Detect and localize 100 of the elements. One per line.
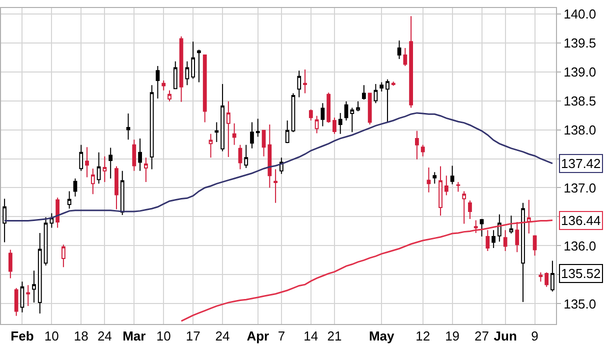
candlestick	[462, 190, 466, 224]
candlestick	[262, 130, 266, 157]
candlestick	[179, 36, 184, 102]
candlestick	[492, 230, 496, 249]
candlestick	[444, 175, 448, 196]
candlestick	[338, 112, 342, 134]
candlestick	[526, 199, 531, 234]
candlestick	[8, 249, 12, 279]
candlestick	[126, 113, 130, 140]
candlestick	[26, 284, 30, 307]
candlestick	[498, 214, 502, 242]
y-tick-label: 138.5	[564, 93, 596, 108]
candlestick	[191, 41, 196, 80]
candlestick	[374, 83, 378, 104]
y-tick-label: 139.0	[564, 64, 596, 80]
candlestick	[144, 157, 148, 182]
candlestick	[138, 138, 142, 172]
candlestick	[62, 244, 66, 268]
candlestick	[197, 49, 201, 83]
candlestick	[220, 83, 224, 152]
candlestick	[274, 168, 278, 204]
candlestick	[515, 221, 520, 253]
x-tick-label: 24	[97, 328, 112, 344]
candlestick	[208, 133, 213, 158]
line-series	[180, 219, 554, 322]
candlestick	[509, 215, 514, 234]
x-tick-label: May	[368, 328, 396, 344]
candlestick	[380, 82, 384, 92]
candlestick	[432, 172, 437, 184]
candlestick	[214, 122, 219, 142]
candlestick	[108, 147, 113, 179]
candlestick	[503, 230, 508, 252]
candlestick	[456, 181, 460, 192]
candlestick	[356, 100, 360, 112]
candlestick	[544, 272, 549, 288]
x-tick-label: 17	[186, 328, 200, 344]
candlestick	[285, 120, 290, 144]
candlestick	[326, 92, 331, 124]
candlestick	[438, 166, 442, 216]
x-tick-label: Jun	[494, 328, 517, 344]
text: 137.42	[561, 156, 601, 171]
x-tick-label: 7	[278, 328, 286, 344]
candlestick	[96, 152, 101, 184]
candlestick	[332, 117, 336, 134]
candlestick	[362, 84, 366, 100]
candlestick	[350, 107, 354, 133]
x-tick-label: 18	[74, 328, 88, 344]
candlestick	[468, 200, 472, 220]
candlestick	[185, 60, 190, 86]
candlestick	[314, 115, 319, 134]
candlestick	[14, 288, 18, 316]
candlestick	[386, 78, 390, 123]
candlestick	[102, 156, 107, 182]
candlestick	[532, 234, 537, 256]
text: 135.52	[561, 266, 601, 281]
candlestick	[38, 232, 42, 314]
candlestick	[521, 202, 525, 302]
y-tick-label: 138.0	[564, 122, 596, 138]
x-tick-label: 10	[44, 328, 59, 344]
candlestick	[79, 144, 84, 172]
candlestick	[120, 170, 124, 216]
candlestick	[344, 100, 348, 121]
candlestick	[450, 165, 454, 185]
line-series	[4, 112, 554, 222]
candlestick	[32, 270, 36, 304]
x-tick-label: Feb	[10, 328, 34, 344]
candlestick	[202, 54, 207, 123]
candlestick	[474, 220, 478, 234]
candlestick	[150, 84, 154, 170]
x-tick-label: 24	[215, 328, 230, 344]
candlestick	[426, 166, 431, 193]
candlestick	[232, 122, 236, 146]
candlestick	[320, 102, 325, 127]
candlestick	[73, 178, 78, 197]
candlestick	[156, 65, 160, 99]
candlestick	[226, 100, 230, 158]
candlestick	[85, 146, 89, 178]
candlestick	[550, 260, 554, 292]
candlestick	[486, 230, 490, 252]
candlestick	[480, 218, 484, 237]
candlestick	[297, 70, 302, 98]
candlestick	[256, 118, 260, 138]
candlestick	[420, 144, 425, 157]
x-tick-label: 27	[474, 328, 489, 344]
candlestick	[162, 80, 166, 91]
y-tick-label: 139.5	[564, 35, 596, 50]
candlestick	[291, 92, 296, 133]
candlestick	[173, 60, 178, 90]
x-tick-label: Mar	[122, 328, 146, 344]
candlestick	[268, 124, 272, 188]
candlestick	[114, 166, 118, 210]
candlestick	[90, 168, 95, 195]
candlestick	[132, 139, 136, 172]
x-tick-label: 21	[327, 328, 342, 344]
candlestick	[403, 48, 408, 66]
candlestick	[244, 144, 248, 169]
text: 136.44	[561, 213, 601, 228]
candlestick	[56, 197, 60, 228]
x-tick-label: 19	[445, 328, 460, 344]
candlestick	[20, 281, 24, 313]
